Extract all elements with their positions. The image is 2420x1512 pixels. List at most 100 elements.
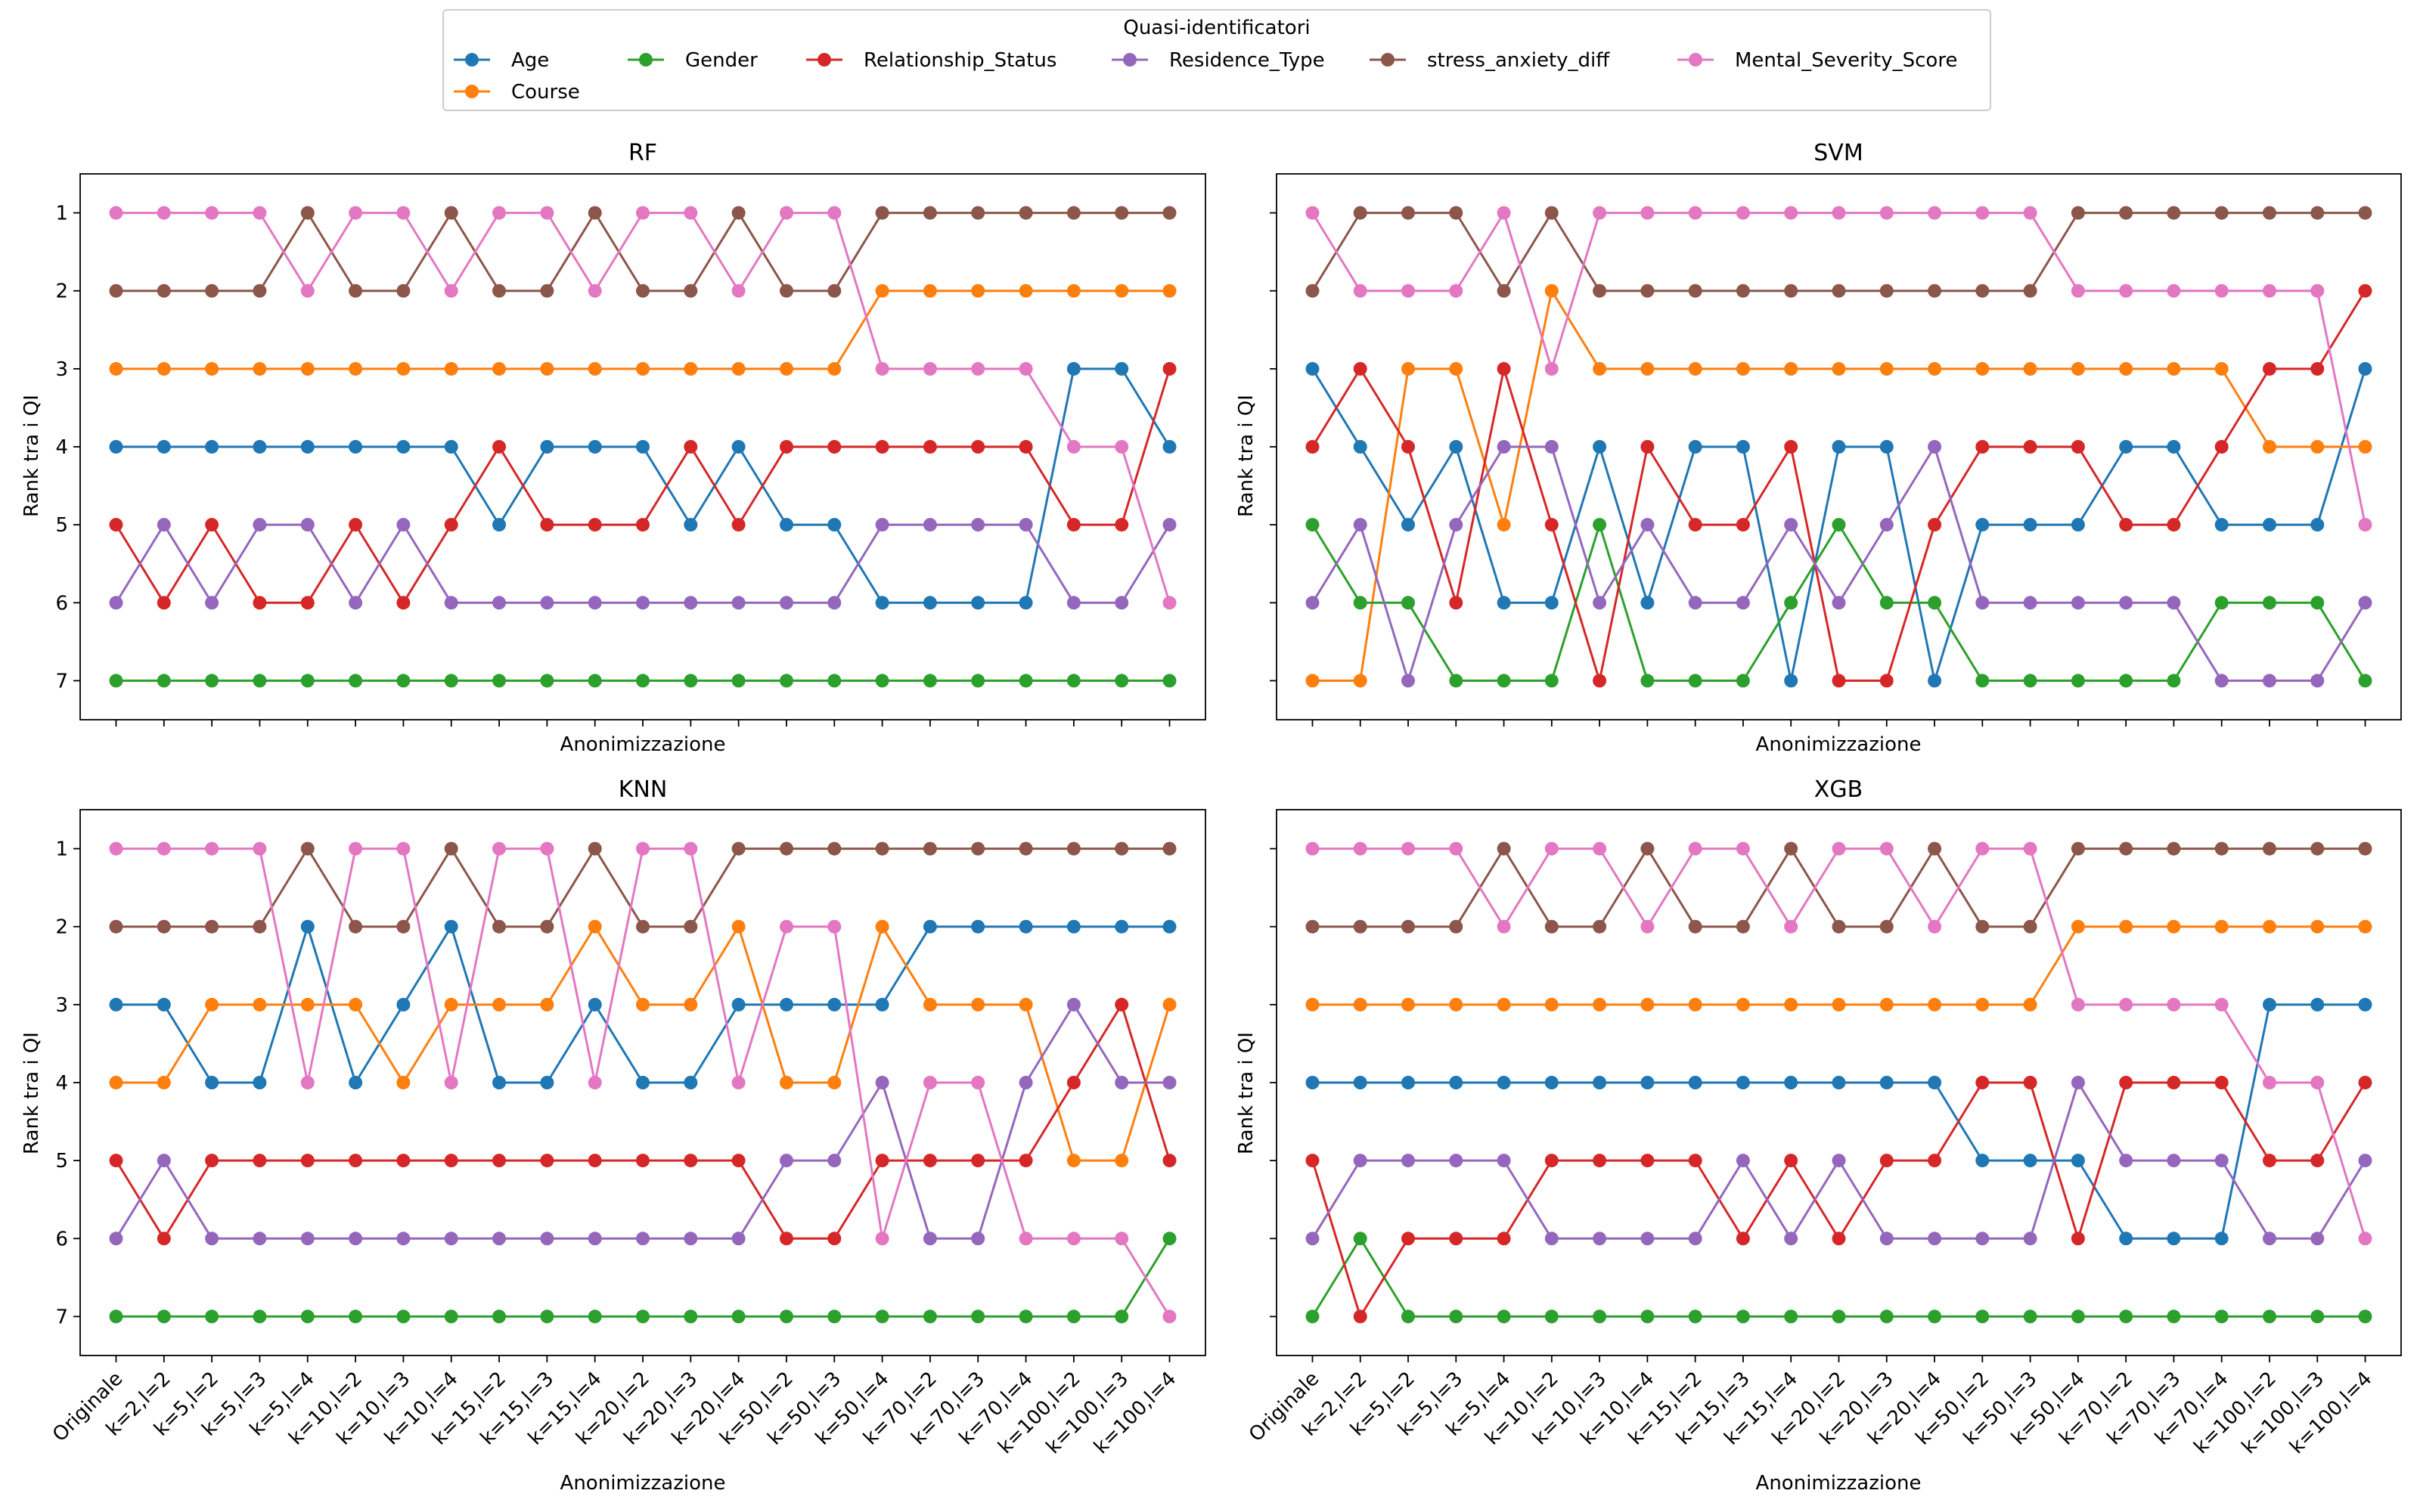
- data-point: [157, 284, 171, 298]
- data-point: [1162, 841, 1177, 856]
- data-point: [1066, 206, 1081, 220]
- data-point: [1928, 919, 1942, 934]
- data-point: [1019, 440, 1033, 454]
- data-point: [300, 440, 315, 454]
- data-point: [396, 997, 411, 1012]
- data-point: [157, 1076, 171, 1089]
- x-axis-ticks: [1311, 720, 2366, 727]
- series-Relationship_Status: [109, 997, 1177, 1246]
- data-point: [1879, 440, 1894, 454]
- data-point: [827, 206, 842, 220]
- data-point: [684, 1232, 698, 1246]
- data-point: [157, 919, 171, 934]
- data-point: [1593, 206, 1607, 220]
- data-point: [1305, 1232, 1320, 1246]
- data-point: [2119, 1154, 2133, 1168]
- data-point: [923, 1232, 937, 1246]
- data-point: [1019, 841, 1033, 856]
- data-point: [1401, 1232, 1415, 1246]
- data-point: [253, 361, 267, 376]
- data-point: [1688, 284, 1702, 298]
- data-point: [780, 997, 793, 1012]
- data-point: [205, 674, 219, 688]
- data-point: [1879, 1309, 1894, 1324]
- x-axis-label: Anonimizzazione: [1756, 1472, 1922, 1495]
- data-point: [1832, 841, 1846, 856]
- data-point: [2071, 284, 2085, 298]
- data-point: [684, 1154, 698, 1168]
- data-point: [827, 919, 842, 934]
- data-point: [827, 1154, 842, 1168]
- data-point: [1975, 997, 1990, 1012]
- y-axis-ticks: [1270, 847, 1277, 1318]
- data-point: [1593, 1154, 1607, 1168]
- data-point: [1544, 284, 1559, 298]
- data-point: [109, 1309, 123, 1324]
- data-point: [1353, 361, 1367, 376]
- data-point: [2119, 919, 2133, 934]
- data-point: [2310, 596, 2325, 610]
- data-point: [1497, 361, 1511, 376]
- data-point: [157, 1154, 171, 1168]
- series-Residence_Type: [109, 997, 1177, 1246]
- data-point: [731, 518, 746, 532]
- data-point: [1019, 596, 1033, 610]
- data-point: [1544, 596, 1559, 610]
- series-Mental_Severity_Score: [1305, 206, 2372, 532]
- data-point: [2263, 284, 2276, 298]
- data-point: [1449, 997, 1463, 1012]
- data-point: [1162, 674, 1177, 688]
- x-axis-label: Anonimizzazione: [560, 733, 726, 756]
- data-point: [1353, 997, 1367, 1012]
- data-point: [2263, 361, 2276, 376]
- data-point: [1784, 284, 1798, 298]
- data-point: [1688, 674, 1702, 688]
- data-point: [827, 1076, 842, 1089]
- data-point: [1544, 674, 1559, 688]
- data-point: [731, 674, 746, 688]
- legend-marker: [1381, 53, 1395, 67]
- data-point: [971, 919, 985, 934]
- data-point: [2167, 206, 2181, 220]
- data-point: [923, 841, 937, 856]
- data-point: [1879, 518, 1894, 532]
- plot-area: [1270, 173, 2402, 727]
- data-point: [1928, 997, 1942, 1012]
- data-point: [923, 1076, 937, 1089]
- data-point: [1975, 919, 1990, 934]
- legend-entries: Age Gender Relationship_Status Residence_Ty…: [454, 49, 1957, 104]
- data-point: [875, 596, 889, 610]
- data-point: [1832, 518, 1846, 532]
- data-point: [349, 596, 363, 610]
- data-point: [444, 206, 458, 220]
- data-point: [1019, 1076, 1033, 1089]
- data-point: [684, 361, 698, 376]
- data-point: [540, 1232, 554, 1246]
- data-point: [684, 596, 698, 610]
- data-point: [684, 440, 698, 454]
- data-point: [2358, 361, 2372, 376]
- data-point: [1688, 518, 1702, 532]
- data-point: [1449, 206, 1463, 220]
- panel-title: RF: [628, 140, 657, 166]
- data-point: [875, 440, 889, 454]
- data-point: [636, 1232, 650, 1246]
- data-point: [205, 284, 219, 298]
- data-point: [875, 284, 889, 298]
- data-point: [205, 1232, 219, 1246]
- legend-entry-Residence_Type: Residence_Type: [1112, 49, 1325, 72]
- data-point: [444, 919, 458, 934]
- data-point: [2023, 1154, 2037, 1168]
- data-point: [157, 518, 171, 532]
- data-point: [1115, 1309, 1129, 1324]
- data-point: [731, 440, 746, 454]
- data-point: [540, 674, 554, 688]
- data-point: [300, 841, 315, 856]
- data-point: [444, 1154, 458, 1168]
- x-axis-label: Anonimizzazione: [560, 1472, 726, 1495]
- data-point: [923, 518, 937, 532]
- data-point: [2358, 1232, 2372, 1246]
- panel-xgb: XGB Rank tra i QI Anonimizzazione Origin…: [1235, 776, 2402, 1495]
- y-tick-label: 4: [55, 1072, 68, 1095]
- data-point: [827, 674, 842, 688]
